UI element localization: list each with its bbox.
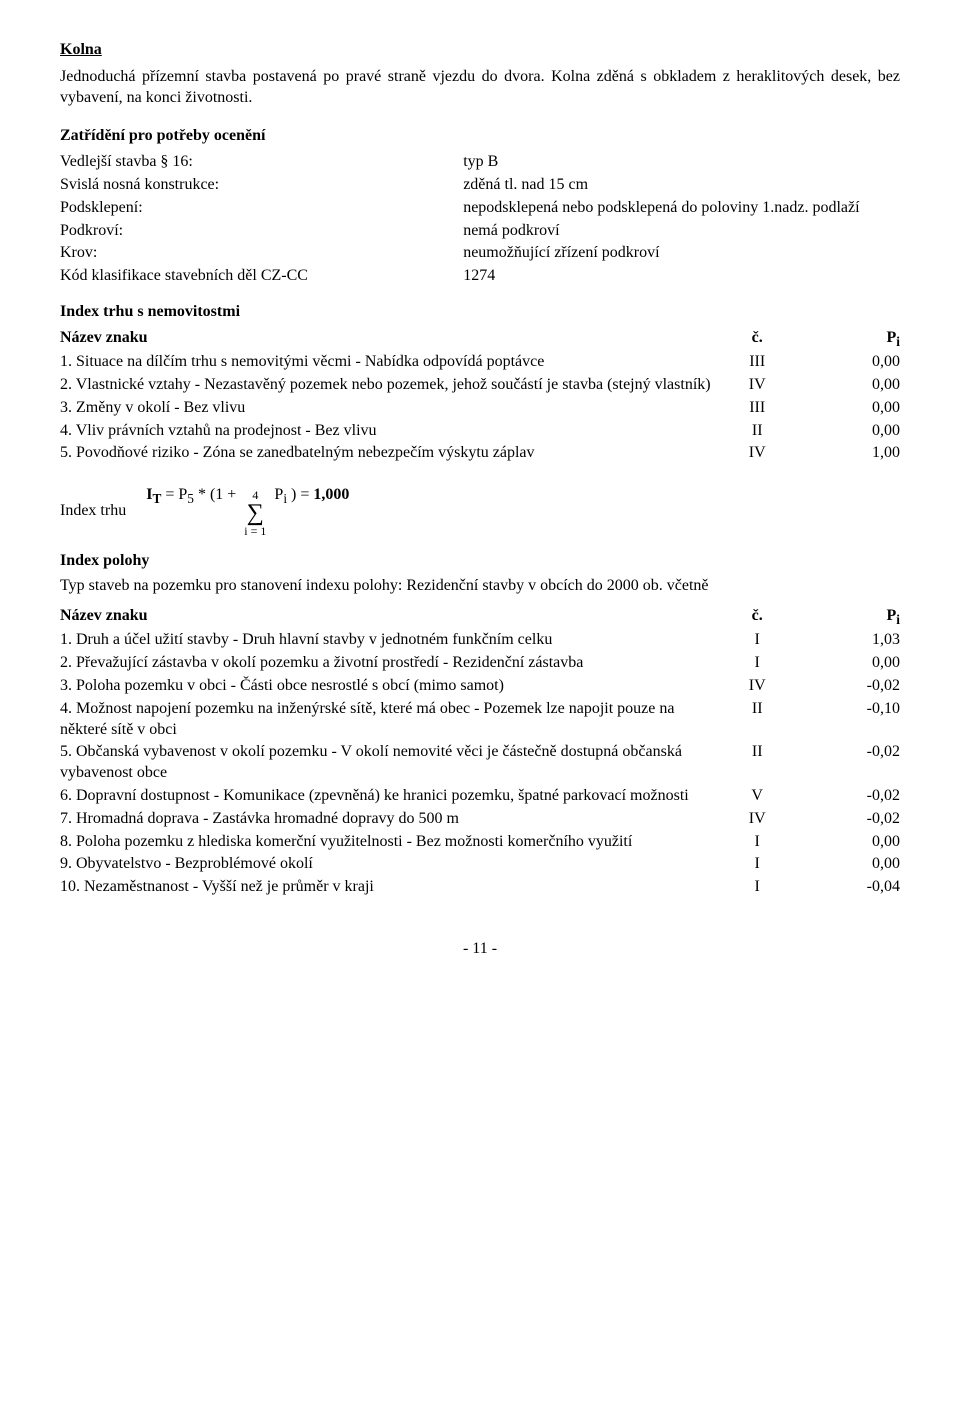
cell-name: 8. Poloha pozemku z hlediska komerční vy… <box>60 831 715 854</box>
cell-val: 0,00 <box>799 853 900 876</box>
table-row: 4. Vliv právních vztahů na prodejnost - … <box>60 420 900 443</box>
table-row: 8. Poloha pozemku z hlediska komerční vy… <box>60 831 900 854</box>
cell-name: 7. Hromadná doprava - Zastávka hromadné … <box>60 808 715 831</box>
cell-name: 6. Dopravní dostupnost - Komunikace (zpe… <box>60 785 715 808</box>
cell-val: 0,00 <box>799 420 900 443</box>
cell-code: I <box>715 629 799 652</box>
kv-key: Podsklepení: <box>60 197 463 220</box>
table-row: 3. Změny v okolí - Bez vlivuIII0,00 <box>60 397 900 420</box>
cell-code: IV <box>715 675 799 698</box>
cell-name: 10. Nezaměstnanost - Vyšší než je průměr… <box>60 876 715 899</box>
table-row: 10. Nezaměstnanost - Vyšší než je průměr… <box>60 876 900 899</box>
classification-heading: Zatřídění pro potřeby ocenění <box>60 126 900 147</box>
page-number: - 11 - <box>60 939 900 960</box>
cell-name: 5. Občanská vybavenost v okolí pozemku -… <box>60 741 715 785</box>
cell-code: IV <box>715 442 799 465</box>
cell-val: 0,00 <box>799 351 900 374</box>
kv-row: Svislá nosná konstrukce:zděná tl. nad 15… <box>60 174 900 197</box>
cell-code: III <box>715 397 799 420</box>
cell-name: 3. Poloha pozemku v obci - Části obce ne… <box>60 675 715 698</box>
cell-name: 9. Obyvatelstvo - Bezproblémové okolí <box>60 853 715 876</box>
table-row: 5. Občanská vybavenost v okolí pozemku -… <box>60 741 900 785</box>
cell-val: -0,02 <box>799 785 900 808</box>
formula-body: IT = P5 * (1 + 4 ∑ i = 1 Pi ) = 1,000 <box>146 485 349 537</box>
cell-val: -0,02 <box>799 675 900 698</box>
table-row: 3. Poloha pozemku v obci - Části obce ne… <box>60 675 900 698</box>
cell-name: 5. Povodňové riziko - Zóna se zanedbatel… <box>60 442 715 465</box>
kv-val: typ B <box>463 151 900 174</box>
kv-key: Svislá nosná konstrukce: <box>60 174 463 197</box>
cell-code: I <box>715 853 799 876</box>
cell-val: 0,00 <box>799 652 900 675</box>
table-row: 6. Dopravní dostupnost - Komunikace (zpe… <box>60 785 900 808</box>
kv-key: Vedlejší stavba § 16: <box>60 151 463 174</box>
cell-code: II <box>715 420 799 443</box>
cell-name: 3. Změny v okolí - Bez vlivu <box>60 397 715 420</box>
kv-val: nepodsklepená nebo podsklepená do polovi… <box>463 197 900 220</box>
col-code: č. <box>715 327 799 352</box>
kv-key: Krov: <box>60 242 463 265</box>
formula-block: Index trhu IT = P5 * (1 + 4 ∑ i = 1 Pi )… <box>60 485 900 537</box>
col-val: Pi <box>799 605 900 630</box>
cell-val: -0,04 <box>799 876 900 899</box>
table-row: 7. Hromadná doprava - Zastávka hromadné … <box>60 808 900 831</box>
cell-name: 2. Vlastnické vztahy - Nezastavěný pozem… <box>60 374 715 397</box>
cell-code: V <box>715 785 799 808</box>
index-polohy-heading: Index polohy <box>60 551 900 572</box>
typ-staveb-paragraph: Typ staveb na pozemku pro stanovení inde… <box>60 576 900 597</box>
kv-row: Kód klasifikace stavebních děl CZ-CC 127… <box>60 265 900 288</box>
cell-code: II <box>715 741 799 785</box>
cell-name: 4. Vliv právních vztahů na prodejnost - … <box>60 420 715 443</box>
cell-code: IV <box>715 374 799 397</box>
cell-val: 0,00 <box>799 831 900 854</box>
cell-name: 1. Druh a účel užití stavby - Druh hlavn… <box>60 629 715 652</box>
index-trhu-table: Název znaku č. Pi 1. Situace na dílčím t… <box>60 327 900 465</box>
cell-val: -0,10 <box>799 698 900 742</box>
classification-table: Vedlejší stavba § 16:typ BSvislá nosná k… <box>60 151 900 288</box>
page-title: Kolna <box>60 40 900 61</box>
cell-val: 1,00 <box>799 442 900 465</box>
kv-row: Vedlejší stavba § 16:typ B <box>60 151 900 174</box>
kv-row: Podsklepení:nepodsklepená nebo podsklepe… <box>60 197 900 220</box>
table-row: 4. Možnost napojení pozemku na inženýrsk… <box>60 698 900 742</box>
formula-label: Index trhu <box>60 501 126 522</box>
kv-row: Krov:neumožňující zřízení podkroví <box>60 242 900 265</box>
cell-val: 0,00 <box>799 374 900 397</box>
cell-code: I <box>715 831 799 854</box>
cell-val: 1,03 <box>799 629 900 652</box>
col-name: Název znaku <box>60 327 715 352</box>
cell-val: -0,02 <box>799 808 900 831</box>
index-trhu-heading: Index trhu s nemovitostmi <box>60 302 900 323</box>
kv-key: Kód klasifikace stavebních děl CZ-CC <box>60 265 463 288</box>
kv-val: zděná tl. nad 15 cm <box>463 174 900 197</box>
table-row: 5. Povodňové riziko - Zóna se zanedbatel… <box>60 442 900 465</box>
cell-code: III <box>715 351 799 374</box>
intro-paragraph: Jednoduchá přízemní stavba postavená po … <box>60 67 900 109</box>
table-header-row: Název znaku č. Pi <box>60 605 900 630</box>
table-row: 1. Druh a účel užití stavby - Druh hlavn… <box>60 629 900 652</box>
kv-key: Podkroví: <box>60 220 463 243</box>
kv-val: neumožňující zřízení podkroví <box>463 242 900 265</box>
cell-name: 1. Situace na dílčím trhu s nemovitými v… <box>60 351 715 374</box>
cell-code: IV <box>715 808 799 831</box>
kv-val: nemá podkroví <box>463 220 900 243</box>
kv-row: Podkroví:nemá podkroví <box>60 220 900 243</box>
kv-val: 1274 <box>463 265 900 288</box>
index-polohy-table: Název znaku č. Pi 1. Druh a účel užití s… <box>60 605 900 899</box>
cell-val: -0,02 <box>799 741 900 785</box>
table-row: 1. Situace na dílčím trhu s nemovitými v… <box>60 351 900 374</box>
table-row: 2. Vlastnické vztahy - Nezastavěný pozem… <box>60 374 900 397</box>
cell-code: I <box>715 876 799 899</box>
cell-name: 2. Převažující zástavba v okolí pozemku … <box>60 652 715 675</box>
cell-val: 0,00 <box>799 397 900 420</box>
cell-code: II <box>715 698 799 742</box>
cell-code: I <box>715 652 799 675</box>
table-header-row: Název znaku č. Pi <box>60 327 900 352</box>
col-val: Pi <box>799 327 900 352</box>
table-row: 9. Obyvatelstvo - Bezproblémové okolíI0,… <box>60 853 900 876</box>
cell-name: 4. Možnost napojení pozemku na inženýrsk… <box>60 698 715 742</box>
table-row: 2. Převažující zástavba v okolí pozemku … <box>60 652 900 675</box>
col-name: Název znaku <box>60 605 715 630</box>
col-code: č. <box>715 605 799 630</box>
